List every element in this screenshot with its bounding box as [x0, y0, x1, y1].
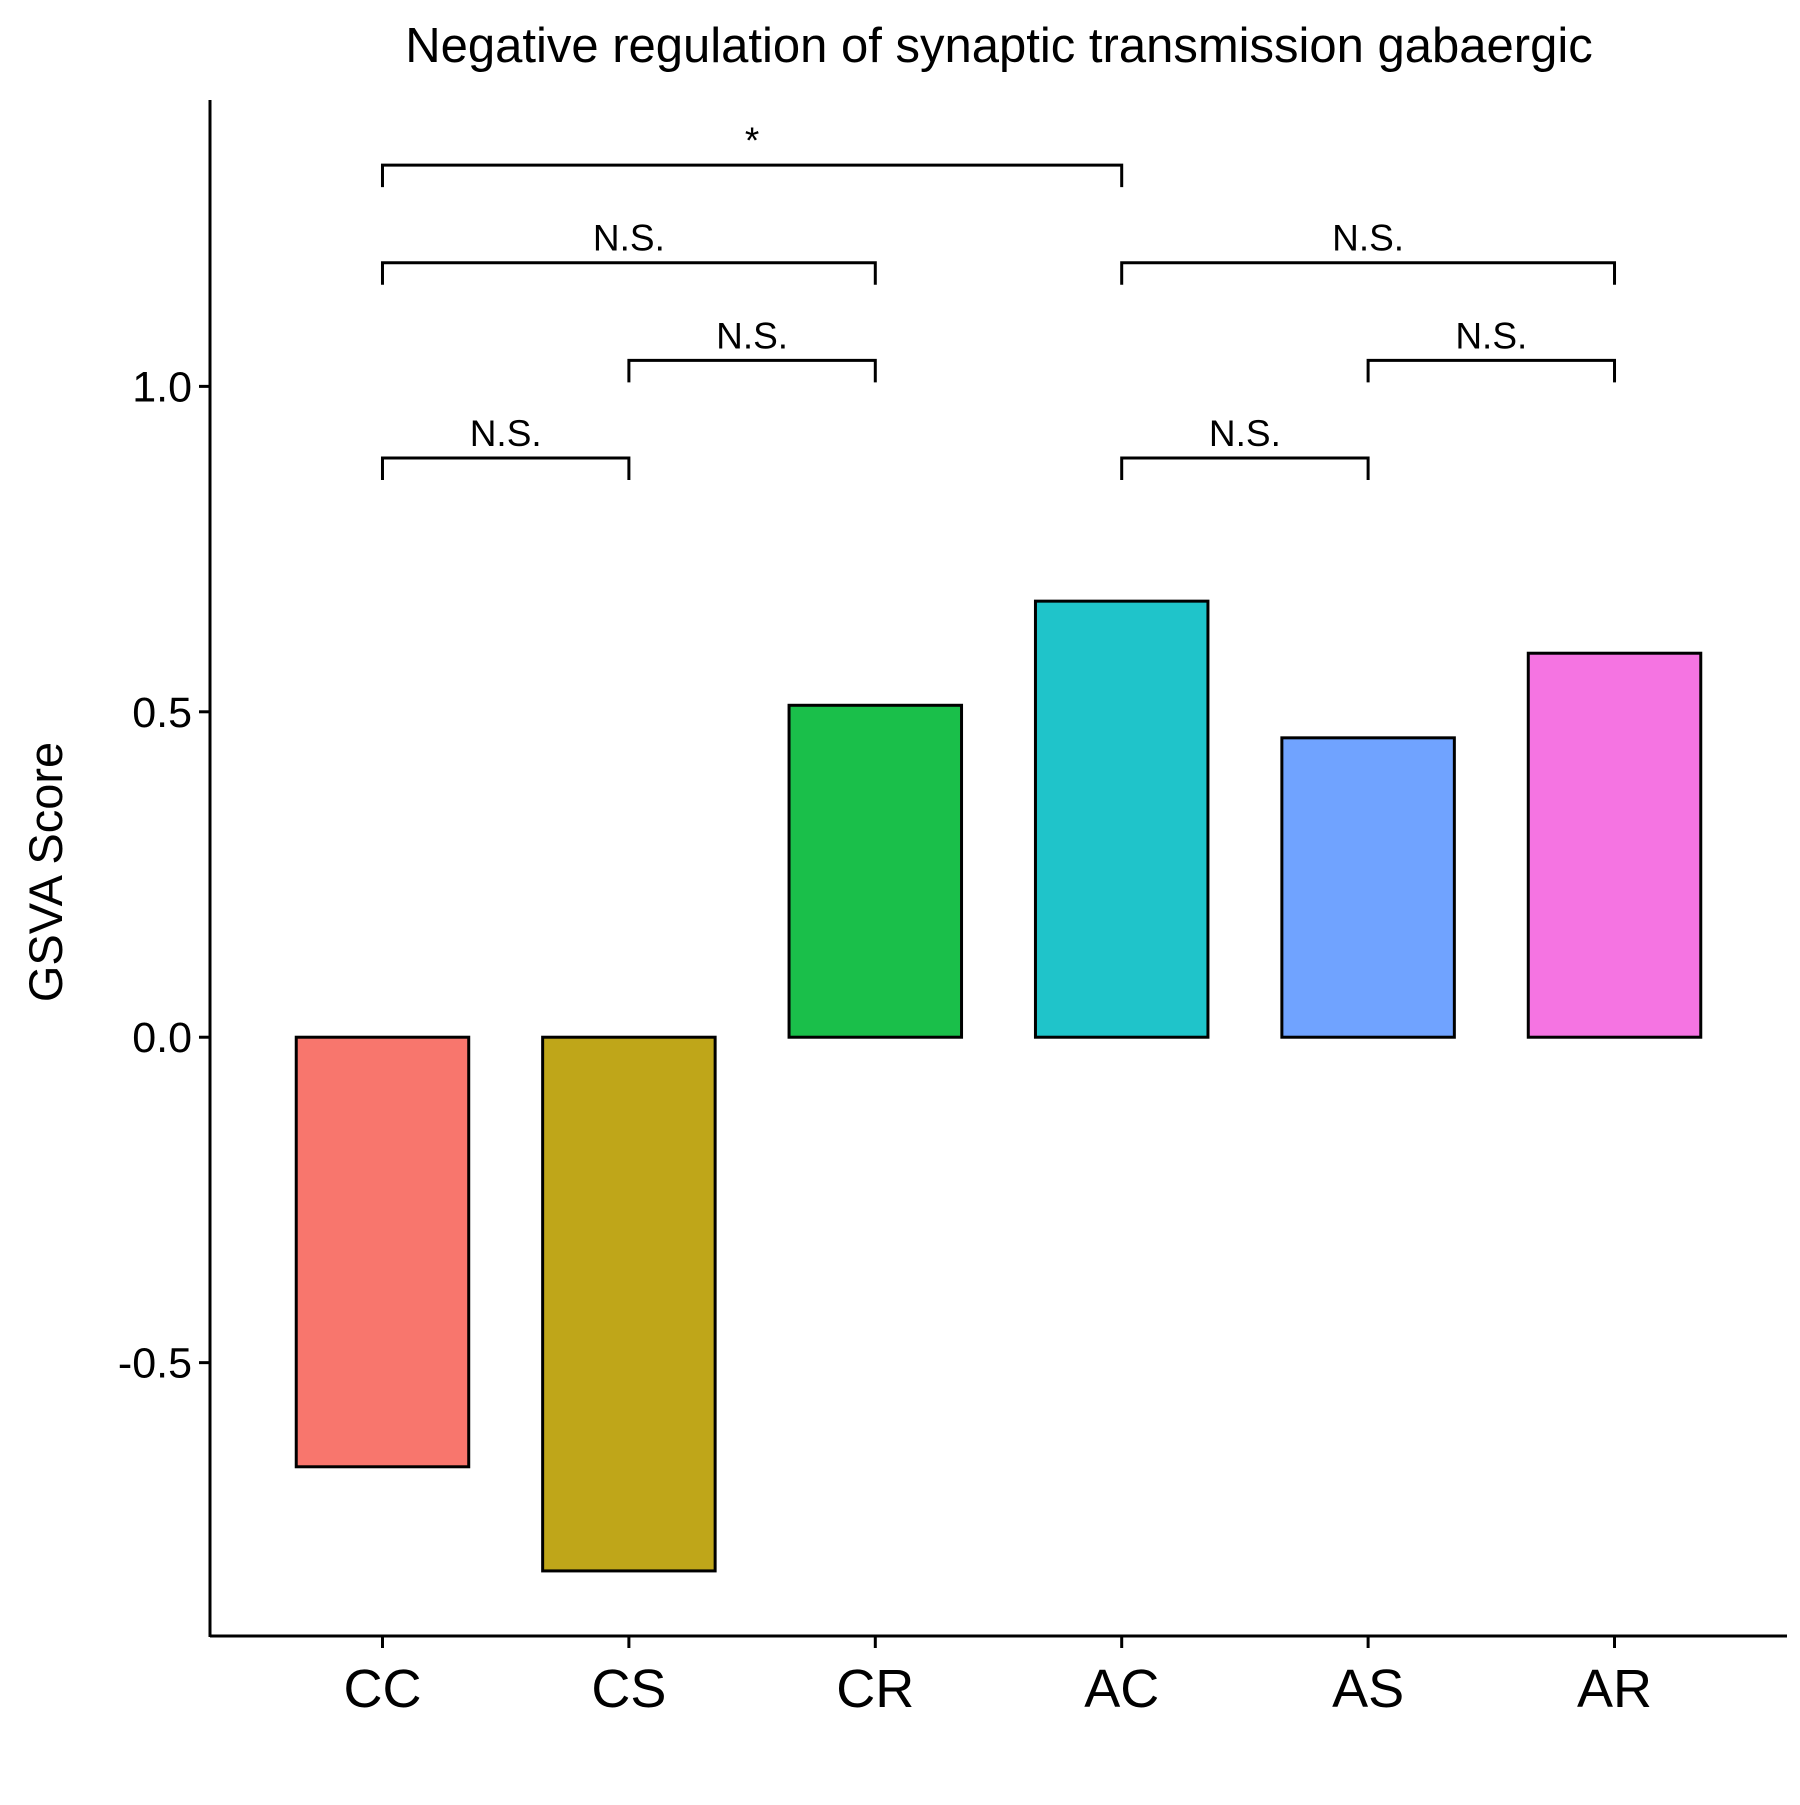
bar-as	[1280, 736, 1456, 1039]
y-tick-label: 0.5	[132, 689, 192, 737]
bracket-line	[1366, 358, 1617, 383]
bracket-line	[380, 163, 1124, 188]
bracket-line	[380, 261, 877, 285]
x-tick-label: CS	[591, 1659, 666, 1719]
x-tick-label: CR	[836, 1659, 914, 1719]
significance-label: N.S.	[1332, 218, 1404, 259]
x-tick-label: AS	[1332, 1659, 1404, 1719]
y-ticks-group: -0.5 0.0 0.5 1.0	[118, 363, 210, 1388]
significance-bracket-ac-as: N.S.	[1120, 413, 1370, 480]
significance-bracket-cc-cr: N.S.	[380, 218, 877, 285]
bar-cr	[787, 703, 964, 1039]
significance-label: *	[745, 120, 759, 161]
significance-label: N.S.	[470, 413, 542, 454]
bar-ar	[1526, 651, 1703, 1039]
significance-bracket-ac-ar: N.S.	[1120, 218, 1617, 285]
y-axis-label: GSVA Score	[19, 742, 72, 1002]
bracket-line	[627, 358, 877, 383]
significance-label: N.S.	[593, 218, 665, 259]
x-tick-label: AR	[1577, 1659, 1652, 1719]
y-tick-label: 0.0	[132, 1014, 192, 1062]
significance-bracket-as-ar: N.S.	[1366, 315, 1617, 383]
significance-label: N.S.	[1209, 413, 1281, 454]
x-tick-label: CC	[343, 1659, 421, 1719]
significance-bracket-cc-ac: *	[380, 120, 1124, 188]
significance-bracket-cc-cs: N.S.	[380, 413, 631, 480]
y-tick-label: -0.5	[118, 1340, 192, 1388]
x-tick-label: AC	[1084, 1659, 1159, 1719]
bar-ac	[1033, 599, 1210, 1039]
bracket-line	[1120, 456, 1370, 480]
bars-group	[294, 599, 1703, 1573]
significance-label: N.S.	[1455, 315, 1527, 356]
significance-label: N.S.	[716, 315, 788, 356]
chart-title: Negative regulation of synaptic transmis…	[405, 19, 1593, 73]
bracket-line	[380, 456, 631, 480]
bar-cs	[541, 1035, 717, 1573]
bracket-line	[1120, 261, 1617, 285]
significance-brackets-group: N.S. N.S. N.S. * N.S. N.S. N.S.	[380, 120, 1617, 480]
y-tick-label: 1.0	[132, 363, 192, 411]
x-ticks-group: CC CS CR AC AS AR	[343, 1636, 1652, 1719]
significance-bracket-cs-cr: N.S.	[627, 315, 877, 383]
bar-cc	[294, 1035, 471, 1469]
